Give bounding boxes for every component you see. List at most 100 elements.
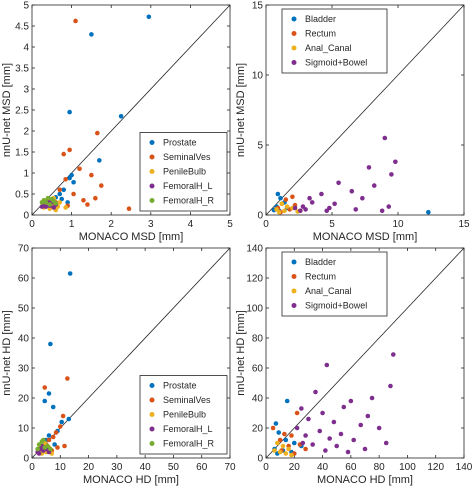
x-tick-label: 50	[168, 462, 180, 473]
data-point-sigmoid-bowel	[366, 165, 372, 170]
data-point-anal-canal	[289, 452, 294, 458]
data-point-sigmoid-bowel	[341, 404, 347, 410]
x-tick-label: 120	[427, 462, 444, 473]
data-point-rectum	[294, 410, 300, 416]
points-layer	[39, 14, 152, 213]
data-point-sigmoid-bowel	[303, 433, 308, 438]
data-point-sigmoid-bowel	[324, 362, 330, 368]
data-point-sigmoid-bowel	[351, 437, 356, 443]
data-point-sigmoid-bowel	[393, 159, 398, 165]
panel-3: 0 10 20 30 40 50 60 70 0 10 20 30 40 50 60 70 MONACO HD …	[1, 244, 236, 487]
x-tick-label: 0	[29, 219, 35, 230]
data-point-seminalves	[57, 424, 63, 429]
x-tick-label: 0	[263, 219, 269, 230]
x-axis-label: MONACO MSD [mm]	[313, 231, 418, 243]
y-tick-label: 120	[246, 274, 263, 285]
legend-label: Rectum	[305, 272, 336, 282]
data-point-bladder	[278, 195, 283, 201]
data-point-bladder	[276, 430, 282, 435]
x-tick-label: 15	[458, 219, 470, 230]
legend-marker	[149, 140, 155, 145]
legend-label: FemoralH_L	[163, 424, 213, 434]
legend: Prostate SeminalVes PenileBulb FemoralH_L Fe…	[139, 132, 228, 212]
legend-marker	[291, 16, 297, 22]
y-tick-label: 0.5	[15, 190, 29, 201]
data-point-seminalves	[89, 172, 94, 178]
data-point-anal-canal	[283, 451, 289, 456]
data-point-anal-canal	[276, 209, 282, 215]
x-tick-label: 4	[188, 219, 194, 230]
y-tick-label: 1.5	[15, 148, 29, 159]
legend-marker	[149, 412, 155, 417]
legend-label: SeminalVes	[163, 152, 211, 162]
data-point-rectum	[303, 446, 308, 452]
data-point-sigmoid-bowel	[320, 410, 325, 416]
data-point-sigmoid-bowel	[390, 352, 396, 357]
data-point-bladder	[284, 398, 290, 404]
data-point-bladder	[283, 437, 289, 443]
legend-label: Bladder	[305, 14, 336, 24]
y-tick-label: 50	[18, 304, 30, 315]
legend-label: PenileBulb	[163, 410, 206, 420]
x-tick-label: 30	[111, 462, 123, 473]
y-tick-label: 60	[252, 364, 264, 375]
legend-marker	[291, 259, 297, 265]
data-point-sigmoid-bowel	[358, 422, 364, 428]
data-point-femoralh-r	[43, 200, 49, 205]
identity-line	[265, 4, 465, 216]
data-point-anal-canal	[284, 204, 290, 209]
legend-label: SeminalVes	[163, 395, 211, 405]
legend-marker	[149, 154, 155, 160]
data-point-sigmoid-bowel	[300, 204, 306, 209]
legend-marker	[149, 397, 155, 403]
data-point-seminalves	[99, 183, 104, 188]
data-point-sigmoid-bowel	[300, 440, 306, 446]
data-point-seminalves	[77, 166, 82, 172]
legend-box	[139, 375, 228, 455]
legend-marker	[149, 198, 155, 203]
data-point-sigmoid-bowel	[348, 398, 354, 404]
points-layer	[270, 253, 396, 458]
data-point-seminalves	[60, 413, 66, 419]
legend: Prostate SeminalVes PenileBulb FemoralH_L Fe…	[139, 375, 228, 455]
identity-line	[265, 247, 465, 459]
data-point-femoralh-r	[53, 200, 59, 206]
data-point-seminalves	[61, 151, 66, 157]
data-point-femoralh-r	[35, 446, 40, 452]
data-point-seminalves	[57, 187, 63, 193]
panel-2: 0 5 10 15 0 5 10 15 MONACO MSD [mm] nnU-net MSD […	[235, 1, 470, 244]
x-tick-label: 20	[83, 462, 95, 473]
data-point-prostate	[71, 179, 76, 185]
data-point-prostate	[118, 114, 124, 119]
x-tick-label: 0	[29, 462, 35, 473]
data-point-prostate	[67, 109, 72, 115]
data-point-prostate	[59, 419, 64, 425]
data-point-sigmoid-bowel	[319, 191, 324, 197]
data-point-prostate	[46, 433, 52, 438]
x-tick-label: 10	[392, 219, 404, 230]
data-point-sigmoid-bowel	[371, 183, 377, 188]
x-tick-label: 20	[289, 462, 301, 473]
y-tick-label: 10	[18, 424, 30, 435]
data-point-sigmoid-bowel	[376, 425, 382, 431]
y-tick-label: 3.5	[15, 64, 29, 75]
legend-label: Sigmoid+Bowel	[305, 301, 367, 311]
y-tick-label: 4	[23, 43, 29, 54]
data-point-prostate	[46, 391, 52, 396]
data-point-prostate	[89, 32, 94, 37]
data-point-sigmoid-bowel	[306, 416, 311, 422]
y-axis-label: nnU-net MSD [mm]	[235, 63, 247, 157]
y-tick-label: 60	[18, 274, 30, 285]
y-tick-label: 5	[23, 1, 29, 12]
y-tick-label: 0	[23, 454, 29, 465]
legend-label: Rectum	[305, 29, 336, 39]
legend-marker	[149, 183, 155, 189]
data-point-femoralh-r	[36, 442, 42, 447]
data-point-seminalves	[53, 430, 59, 435]
legend: Bladder Rectum Anal_Canal Sigmoid+Bowel	[281, 251, 388, 317]
legend-marker	[291, 31, 297, 36]
panel-1: 0 1 2 3 4 5 0 0.5 1 1.5 2 2.5 3 3.5 4 4.5 5 MONACO MSD [m…	[1, 1, 233, 244]
data-point-penilebulb	[63, 205, 68, 210]
data-point-sigmoid-bowel	[349, 188, 355, 194]
